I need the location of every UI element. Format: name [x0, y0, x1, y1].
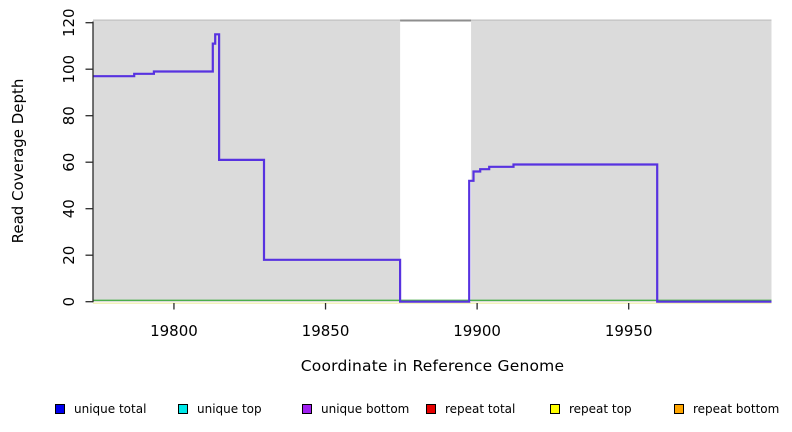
legend-swatch-unique-top	[178, 404, 188, 414]
x-axis-label: Coordinate in Reference Genome	[300, 357, 565, 375]
coverage-line	[93, 33, 772, 303]
x-tick-label: 19800	[150, 322, 198, 340]
y-tick-label: 120	[60, 8, 78, 37]
legend-swatch-repeat-bottom	[674, 404, 684, 414]
legend-label: repeat bottom	[693, 402, 780, 416]
legend-label: repeat total	[445, 402, 516, 416]
legend-swatch-repeat-top	[550, 404, 560, 414]
legend-label: repeat top	[569, 402, 632, 416]
coverage-plot: 0 20 40 60 80 100 120 19800 19850 19900 19950	[60, 8, 772, 340]
legend-item-repeat-total: repeat total	[426, 399, 515, 419]
legend-item-unique-total: unique total	[55, 399, 146, 419]
legend: unique total unique top unique bottom re…	[0, 399, 792, 425]
legend-item-unique-bottom: unique bottom	[302, 399, 409, 419]
y-tick-label: 0	[60, 297, 78, 307]
legend-swatch-unique-bottom	[302, 404, 312, 414]
legend-item-repeat-top: repeat top	[550, 399, 632, 419]
legend-swatch-repeat-total	[426, 404, 436, 414]
legend-label: unique total	[74, 402, 147, 416]
x-tick-label: 19950	[605, 322, 653, 340]
legend-label: unique bottom	[321, 402, 410, 416]
y-axis-label: Read Coverage Depth	[9, 78, 27, 244]
x-tick-label: 19900	[453, 322, 501, 340]
y-tick-label: 100	[60, 55, 78, 84]
legend-item-repeat-bottom: repeat bottom	[674, 399, 779, 419]
legend-label: unique top	[197, 402, 262, 416]
y-tick-label: 80	[60, 106, 78, 125]
x-tick-label: 19850	[302, 322, 350, 340]
legend-item-unique-top: unique top	[178, 399, 262, 419]
y-tick-label: 20	[60, 246, 78, 265]
legend-swatch-unique-total	[55, 404, 65, 414]
y-tick-label: 60	[60, 153, 78, 172]
y-tick-label: 40	[60, 199, 78, 218]
gap-band	[400, 21, 472, 302]
